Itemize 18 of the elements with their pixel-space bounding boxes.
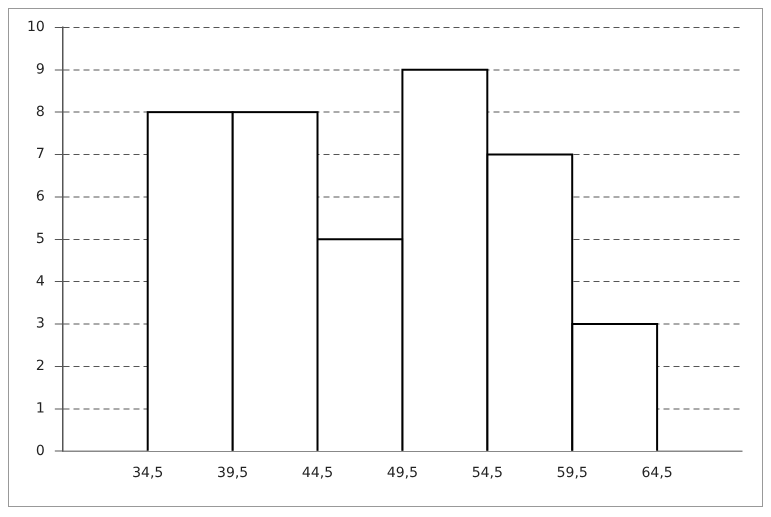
- x-tick-label: 44,5: [302, 465, 334, 482]
- x-tick-label: 34,5: [132, 465, 164, 482]
- y-tick-label: 4: [36, 273, 45, 290]
- y-tick-label: 5: [36, 230, 45, 247]
- y-tick-label: 3: [36, 316, 45, 332]
- y-tick-label: 7: [36, 146, 45, 162]
- y-tick-label: 2: [36, 358, 45, 374]
- x-tick-label: 64,5: [642, 465, 673, 482]
- y-tick-label: 10: [26, 19, 45, 36]
- y-tick-label: 6: [36, 188, 45, 205]
- x-tick-label: 54,5: [472, 465, 503, 482]
- y-tick-label: 0: [36, 442, 45, 459]
- x-tick-label: 39,5: [217, 465, 248, 482]
- y-tick-label: 8: [36, 104, 45, 120]
- y-tick-label: 9: [36, 61, 45, 78]
- x-tick-label: 59,5: [556, 465, 588, 482]
- y-tick-label: 1: [36, 400, 45, 416]
- x-tick-label: 49,5: [386, 465, 418, 482]
